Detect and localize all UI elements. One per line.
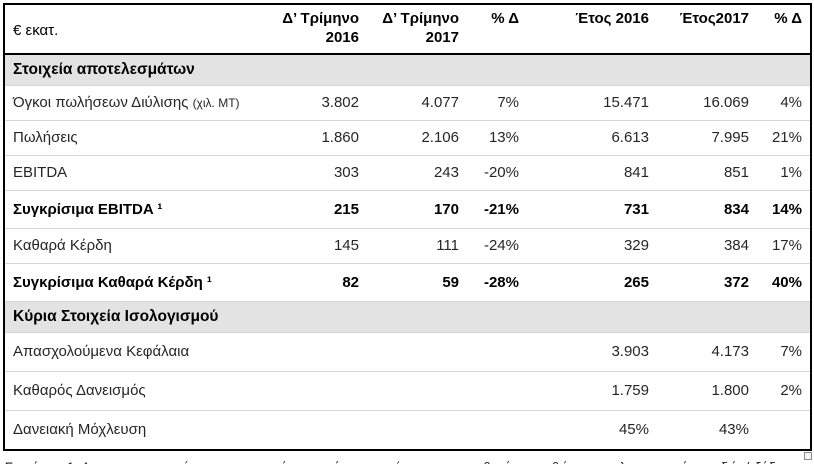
col-header-q4-2016: Δ’ Τρίμηνο 2016 [272, 4, 367, 55]
table-row-capital-employed: Απασχολούμενα Κεφάλαια 3.903 4.173 7% [4, 332, 811, 371]
cell-year-delta [757, 410, 811, 450]
cell-q4-2017 [367, 410, 467, 450]
cell-year-delta: 1% [780, 164, 802, 181]
table-row-gearing: Δανειακή Μόχλευση 45% 43% [4, 410, 811, 450]
cell-year-2016: 841 [623, 164, 649, 181]
cell-year-2016: 265 [623, 273, 649, 291]
cell-q4-2016 [272, 332, 367, 371]
cell-q4-2017: 4.077 [421, 94, 459, 111]
col-header-q-delta: % Δ [467, 4, 527, 55]
cell-q-delta: -24% [483, 237, 519, 254]
unit-label: € εκατ. [4, 4, 272, 55]
cell-q-delta [467, 410, 527, 450]
row-label: Καθαρά Κέρδη [13, 237, 112, 254]
cell-year-2016: 15.471 [603, 94, 649, 111]
cell-year-2017: 43% [718, 421, 749, 438]
cell-year-2017: 384 [723, 237, 749, 254]
section-header-row-results: Στοιχεία αποτελεσμάτων [4, 53, 811, 85]
cell-year-2016: 3.903 [611, 343, 649, 360]
cell-year-2016: 329 [623, 237, 649, 254]
cell-year-delta: 21% [771, 129, 802, 146]
cell-q-delta: -20% [483, 164, 519, 181]
cell-q4-2017: 2.106 [421, 129, 459, 146]
cell-q4-2017: 111 [436, 237, 459, 254]
cell-year-2017: 834 [723, 200, 749, 218]
row-label: Καθαρός Δανεισμός [13, 382, 146, 399]
section-title: Στοιχεία αποτελεσμάτων [4, 53, 811, 85]
cell-year-2017: 851 [723, 164, 749, 181]
col-header-year-2016: Έτος 2016 [527, 4, 657, 55]
cell-q-delta: 13% [488, 129, 519, 146]
cell-q4-2016: 1.860 [321, 129, 359, 146]
cell-year-2016: 45% [618, 421, 649, 438]
table-row-refining-sales-volume: Όγκοι πωλήσεων Διύλισης (χιλ. ΜΤ) 3.802 … [4, 85, 811, 120]
table-row-adjusted-ebitda: Συγκρίσιμα EBITDA ¹ 215 170 -21% 731 834… [4, 190, 811, 228]
cell-year-2017: 372 [723, 273, 749, 291]
cell-year-delta: 40% [771, 273, 802, 291]
row-label-unit-suffix: (χιλ. ΜΤ) [192, 96, 240, 110]
cell-q4-2017: 243 [433, 164, 459, 181]
financial-results-table-container: € εκατ. Δ’ Τρίμηνο 2016 Δ’ Τρίμηνο 2017 … [3, 3, 812, 460]
cell-year-2016: 1.759 [611, 382, 649, 399]
cell-year-2017: 7.995 [711, 129, 749, 146]
section-title: Κύρια Στοιχεία Ισολογισμού [4, 301, 811, 332]
table-row-sales: Πωλήσεις 1.860 2.106 13% 6.613 7.995 21% [4, 120, 811, 155]
cell-q4-2017: 59 [442, 273, 459, 291]
col-header-year-2017: Έτος2017 [657, 4, 757, 55]
table-row-net-debt: Καθαρός Δανεισμός 1.759 1.800 2% [4, 371, 811, 410]
cell-q4-2017 [367, 371, 467, 410]
cell-year-2017: 16.069 [703, 94, 749, 111]
row-label: Πωλήσεις [13, 129, 78, 146]
cell-year-2017: 4.173 [711, 343, 749, 360]
cell-q4-2016 [272, 371, 367, 410]
header-row: € εκατ. Δ’ Τρίμηνο 2016 Δ’ Τρίμηνο 2017 … [4, 4, 811, 55]
row-label: Συγκρίσιμα EBITDA ¹ [13, 200, 163, 218]
cell-q4-2016 [272, 410, 367, 450]
cell-year-delta: 2% [780, 382, 802, 399]
row-label: Δανειακή Μόχλευση [13, 421, 147, 438]
cell-q4-2017: 170 [433, 200, 459, 218]
cell-year-2016: 731 [623, 200, 649, 218]
cell-q-delta: -21% [483, 200, 519, 218]
cell-year-delta: 17% [771, 237, 802, 254]
cell-year-delta: 7% [780, 343, 802, 360]
table-row-ebitda: EBITDA 303 243 -20% 841 851 1% [4, 155, 811, 190]
cell-year-delta: 14% [771, 200, 802, 218]
row-label: EBITDA [13, 164, 68, 181]
table-header: € εκατ. Δ’ Τρίμηνο 2016 Δ’ Τρίμηνο 2017 … [4, 4, 811, 55]
cell-q4-2017 [367, 332, 467, 371]
row-label: Όγκοι πωλήσεων Διύλισης (χιλ. ΜΤ) [13, 94, 240, 111]
row-label: Συγκρίσιμα Καθαρά Κέρδη ¹ [13, 273, 212, 291]
financial-results-table: € εκατ. Δ’ Τρίμηνο 2016 Δ’ Τρίμηνο 2017 … [3, 3, 812, 451]
cell-year-2017: 1.800 [711, 382, 749, 399]
table-row-adjusted-net-income: Συγκρίσιμα Καθαρά Κέρδη ¹ 82 59 -28% 265… [4, 263, 811, 301]
cell-q4-2016: 145 [333, 237, 359, 254]
cell-q4-2016: 3.802 [321, 94, 359, 111]
cell-year-delta: 4% [780, 94, 802, 111]
cell-q4-2016: 215 [333, 200, 359, 218]
cell-q4-2016: 303 [333, 164, 359, 181]
cell-year-2016: 6.613 [611, 129, 649, 146]
resize-handle-icon[interactable] [804, 451, 812, 460]
col-header-year-delta: % Δ [757, 4, 811, 55]
section-header-row-balance-sheet: Κύρια Στοιχεία Ισολογισμού [4, 301, 811, 332]
cell-q4-2016: 82 [342, 273, 359, 291]
cell-q-delta [467, 332, 527, 371]
footnote: Σημείωση 1: Αναπροσαρμοσμένα για τις επι… [4, 460, 814, 464]
cell-q-delta [467, 371, 527, 410]
row-label: Απασχολούμενα Κεφάλαια [13, 343, 190, 360]
cell-q-delta: 7% [497, 94, 519, 111]
cell-q-delta: -28% [483, 273, 519, 291]
col-header-q4-2017: Δ’ Τρίμηνο 2017 [367, 4, 467, 55]
table-row-net-income: Καθαρά Κέρδη 145 111 -24% 329 384 17% [4, 228, 811, 263]
